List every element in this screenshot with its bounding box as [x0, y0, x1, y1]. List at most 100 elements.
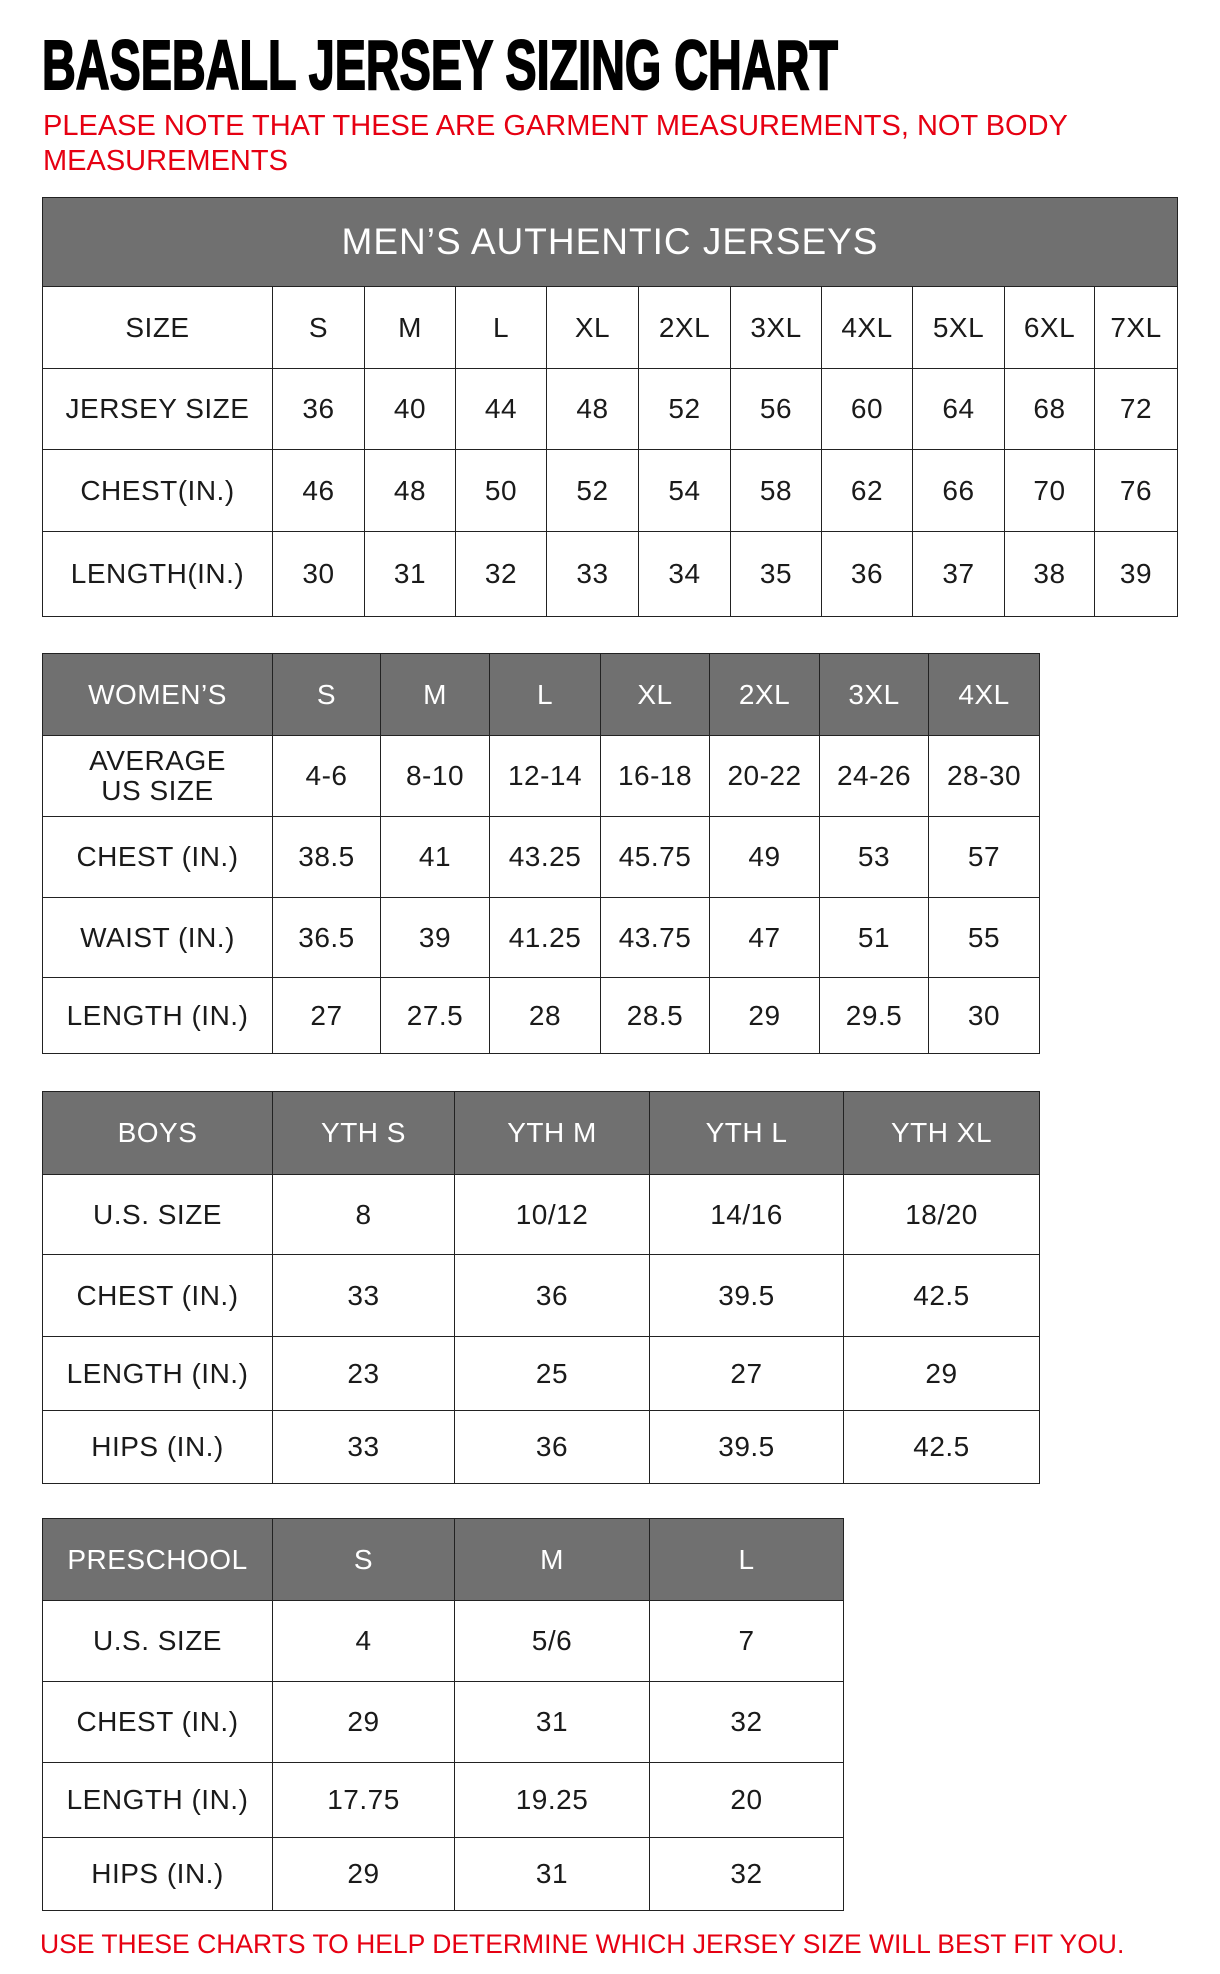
- size-column-header: S: [272, 1518, 455, 1601]
- measurement-cell: 29: [272, 1681, 455, 1763]
- measurement-cell: 5/6: [454, 1600, 650, 1682]
- measurement-cell: 12-14: [489, 735, 601, 817]
- measurement-cell: 28-30: [928, 735, 1040, 817]
- measurement-cell: 58: [730, 449, 822, 532]
- table-row: U.S. SIZE 4 5/6 7: [42, 1600, 844, 1682]
- measurement-cell: 45.75: [600, 816, 710, 898]
- header-label: BOYS: [42, 1091, 273, 1175]
- measurement-cell: 20-22: [709, 735, 820, 817]
- size-column-header: S: [272, 653, 381, 736]
- measurement-cell: 48: [546, 368, 639, 450]
- measurement-cell: 62: [821, 449, 913, 532]
- measurement-cell: 64: [912, 368, 1005, 450]
- header-label: WOMEN’S: [42, 653, 273, 736]
- table-row: JERSEY SIZE 36 40 44 48 52 56 60 64 68 72: [42, 368, 1179, 450]
- measurement-cell: 36: [454, 1254, 650, 1337]
- row-label: LENGTH (IN.): [42, 1762, 273, 1838]
- mens-size-table: MEN’S AUTHENTIC JERSEYS SIZE S M L XL 2XL 3XL 4X…: [41, 197, 1179, 617]
- row-label: LENGTH (IN.): [42, 977, 273, 1054]
- measurement-cell: 49: [709, 816, 820, 898]
- measurement-cell: 29.5: [819, 977, 929, 1054]
- measurement-cell: 46: [272, 449, 365, 532]
- measurement-cell: 20: [649, 1762, 844, 1838]
- size-column-header: YTH S: [272, 1091, 455, 1175]
- size-column-header: 3XL: [730, 286, 822, 369]
- measurement-cell: 4: [272, 1600, 455, 1682]
- measurement-cell: 18/20: [843, 1174, 1040, 1255]
- measurement-cell: 17.75: [272, 1762, 455, 1838]
- measurement-cell: 10/12: [454, 1174, 650, 1255]
- measurement-cell: 36.5: [272, 897, 381, 978]
- table-header-row: WOMEN’S S M L XL 2XL 3XL 4XL: [42, 653, 1040, 736]
- size-column-header: 6XL: [1004, 286, 1095, 369]
- measurement-cell: 27: [649, 1336, 844, 1411]
- measurement-cell: 16-18: [600, 735, 710, 817]
- measurement-cell: 31: [454, 1681, 650, 1763]
- size-column-header: M: [380, 653, 490, 736]
- measurement-cell: 33: [272, 1254, 455, 1337]
- measurement-cell: 34: [638, 531, 731, 617]
- table-header-row: PRESCHOOL S M L: [42, 1518, 844, 1601]
- row-label: LENGTH (IN.): [42, 1336, 273, 1411]
- row-label: HIPS (IN.): [42, 1410, 273, 1484]
- measurement-cell: 55: [928, 897, 1040, 978]
- size-column-header: YTH L: [649, 1091, 844, 1175]
- measurement-cell: 44: [455, 368, 547, 450]
- measurement-cell: 43.75: [600, 897, 710, 978]
- size-column-header: S: [272, 286, 365, 369]
- measurement-cell: 51: [819, 897, 929, 978]
- row-label: U.S. SIZE: [42, 1600, 273, 1682]
- measurement-cell: 14/16: [649, 1174, 844, 1255]
- measurement-cell: 7: [649, 1600, 844, 1682]
- measurement-cell: 42.5: [843, 1254, 1040, 1337]
- measurement-cell: 30: [272, 531, 365, 617]
- row-label: HIPS (IN.): [42, 1837, 273, 1911]
- table-row: LENGTH (IN.) 27 27.5 28 28.5 29 29.5 30: [42, 977, 1040, 1054]
- table-banner-title: MEN’S AUTHENTIC JERSEYS: [41, 197, 1179, 287]
- measurement-cell: 50: [455, 449, 547, 532]
- table-row: AVERAGE US SIZE 4-6 8-10 12-14 16-18 20-22 24-…: [42, 735, 1040, 817]
- measurement-cell: 8-10: [380, 735, 490, 817]
- size-column-header: 5XL: [912, 286, 1005, 369]
- measurement-cell: 31: [364, 531, 456, 617]
- measurement-cell: 39: [380, 897, 490, 978]
- measurement-cell: 36: [821, 531, 913, 617]
- table-row: LENGTH(IN.) 30 31 32 33 34 35 36 37 38 39: [42, 531, 1179, 617]
- table-row: HIPS (IN.) 29 31 32: [42, 1837, 844, 1911]
- measurement-cell: 8: [272, 1174, 455, 1255]
- measurement-cell: 36: [454, 1410, 650, 1484]
- table-row: WAIST (IN.) 36.5 39 41.25 43.75 47 51 55: [42, 897, 1040, 978]
- measurement-cell: 28: [489, 977, 601, 1054]
- measurement-cell: 38: [1004, 531, 1095, 617]
- size-column-header: YTH XL: [843, 1091, 1040, 1175]
- table-row: CHEST (IN.) 38.5 41 43.25 45.75 49 53 57: [42, 816, 1040, 898]
- measurement-cell: 39.5: [649, 1254, 844, 1337]
- measurement-cell: 48: [364, 449, 456, 532]
- row-label: U.S. SIZE: [42, 1174, 273, 1255]
- garment-measurement-note: PLEASE NOTE THAT THESE ARE GARMENT MEASU…: [43, 110, 1068, 177]
- size-column-header: M: [364, 286, 456, 369]
- measurement-cell: 47: [709, 897, 820, 978]
- measurement-cell: 72: [1093, 368, 1179, 450]
- measurement-cell: 39.5: [649, 1410, 844, 1484]
- measurement-cell: 76: [1093, 449, 1179, 532]
- measurement-cell: 38.5: [272, 816, 381, 898]
- measurement-cell: 53: [819, 816, 929, 898]
- table-header-row: BOYS YTH S YTH M YTH L YTH XL: [42, 1091, 1040, 1175]
- measurement-cell: 33: [272, 1410, 455, 1484]
- measurement-cell: 35: [730, 531, 822, 617]
- measurement-cell: 28.5: [600, 977, 710, 1054]
- measurement-cell: 40: [364, 368, 456, 450]
- size-column-header: 4XL: [928, 653, 1040, 736]
- measurement-cell: 60: [821, 368, 913, 450]
- table-row: CHEST (IN.) 29 31 32: [42, 1681, 844, 1763]
- measurement-cell: 41.25: [489, 897, 601, 978]
- row-label: CHEST (IN.): [42, 1681, 273, 1763]
- preschool-size-table: PRESCHOOL S M L U.S. SIZE 4 5/6 7 CHEST (IN.) 29 3…: [42, 1518, 844, 1911]
- measurement-cell: 37: [912, 531, 1005, 617]
- row-label: CHEST (IN.): [42, 1254, 273, 1337]
- measurement-cell: 23: [272, 1336, 455, 1411]
- womens-size-table: WOMEN’S S M L XL 2XL 3XL 4XL AVERAGE US SIZE 4-6 8…: [42, 653, 1040, 1054]
- measurement-cell: 19.25: [454, 1762, 650, 1838]
- row-label: WAIST (IN.): [42, 897, 273, 978]
